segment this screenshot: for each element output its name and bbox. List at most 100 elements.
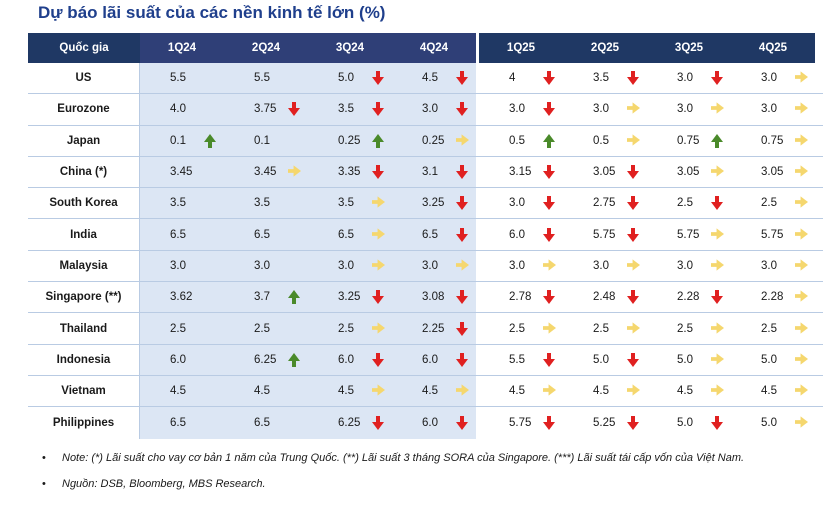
- note-item: • Note: (*) Lãi suất cho vay cơ bản 1 nă…: [42, 451, 822, 465]
- rate-value: 2.5: [677, 322, 693, 335]
- rate-value: 5.75: [593, 228, 616, 241]
- header-group-2025: 1Q25 2Q25 3Q25 4Q25: [479, 33, 815, 63]
- rate-value: 2.48: [593, 291, 616, 304]
- rate-value: 3.7: [254, 291, 270, 304]
- rate-cell: 3.0: [731, 63, 815, 93]
- rate-value: 4: [509, 72, 516, 85]
- rate-cell: 3.0: [563, 94, 647, 124]
- arrow-right-icon: [627, 134, 640, 148]
- arrow-right-icon: [795, 71, 808, 85]
- rate-value: 3.0: [677, 259, 693, 272]
- rate-cell: 5.25: [563, 407, 647, 438]
- rate-value: 2.5: [170, 322, 186, 335]
- table-row: Singapore (**) 3.62 3.7 3.25 3.08 2.78 2.48 2.2…: [28, 282, 823, 314]
- arrow-right-icon: [456, 384, 469, 398]
- arrow-down-icon: [543, 352, 555, 367]
- country-label: Thailand: [28, 313, 140, 344]
- rate-cell: 3.1: [392, 157, 476, 187]
- rate-cell: 0.25: [308, 126, 392, 156]
- rate-value: 5.0: [677, 353, 693, 366]
- rate-cell: 6.0: [392, 345, 476, 375]
- rate-cell: 2.75: [563, 188, 647, 218]
- rate-cell: 3.15: [479, 157, 563, 187]
- arrow-right-icon: [543, 259, 556, 273]
- block-2024: 0.1 0.1 0.25 0.25: [140, 125, 476, 156]
- arrow-down-icon: [543, 290, 555, 305]
- arrow-right-icon: [627, 384, 640, 398]
- rate-cell: 2.5: [479, 313, 563, 343]
- rate-value: 5.0: [761, 416, 777, 429]
- rate-cell: 5.75: [479, 407, 563, 438]
- rate-cell: 6.0: [140, 345, 224, 375]
- block-2024: 4.0 3.75 3.5 3.0: [140, 94, 476, 125]
- country-label: Malaysia: [28, 250, 140, 282]
- rate-value: 2.5: [677, 197, 693, 210]
- rate-value: 3.0: [422, 103, 438, 116]
- block-2024: 6.5 6.5 6.5 6.5: [140, 219, 476, 250]
- rate-cell: 5.75: [563, 219, 647, 249]
- arrow-right-icon: [795, 102, 808, 116]
- rate-cell: 3.75: [224, 94, 308, 124]
- rate-value: 3.5: [338, 197, 354, 210]
- rate-value: 0.1: [170, 134, 186, 147]
- rate-cell: 5.5: [479, 345, 563, 375]
- rate-cell: 0.5: [563, 126, 647, 156]
- arrow-down-icon: [627, 415, 639, 430]
- table-body: US 5.5 5.5 5.0 4.5 4 3.5 3.0 3.0 Eurozone 4.0 3.75 3…: [28, 63, 823, 439]
- rate-value: 0.1: [254, 134, 270, 147]
- arrow-down-icon: [627, 352, 639, 367]
- rate-value: 3.5: [338, 103, 354, 116]
- arrow-right-icon: [795, 353, 808, 367]
- arrow-down-icon: [456, 227, 468, 242]
- note-text: Note: (*) Lãi suất cho vay cơ bản 1 năm …: [62, 452, 745, 464]
- block-2024: 5.5 5.5 5.0 4.5: [140, 63, 476, 94]
- arrow-down-icon: [456, 352, 468, 367]
- block-2025: 5.5 5.0 5.0 5.0: [479, 344, 815, 375]
- arrow-down-icon: [456, 102, 468, 117]
- arrow-right-icon: [543, 321, 556, 336]
- arrow-right-icon: [795, 259, 808, 273]
- arrow-right-icon: [372, 321, 385, 336]
- rate-cell: 0.1: [140, 126, 224, 156]
- arrow-down-icon: [372, 415, 384, 430]
- rate-cell: 2.5: [731, 188, 815, 218]
- rate-value: 6.0: [338, 353, 354, 366]
- table-row: Eurozone 4.0 3.75 3.5 3.0 3.0 3.0 3.0 3.0: [28, 94, 823, 126]
- arrow-down-icon: [627, 227, 639, 242]
- rate-cell: 6.0: [479, 219, 563, 249]
- rate-cell: 2.5: [647, 188, 731, 218]
- rate-cell: 0.25: [392, 126, 476, 156]
- arrow-down-icon: [288, 102, 300, 117]
- rate-cell: 2.25: [392, 313, 476, 343]
- rate-cell: 6.0: [392, 407, 476, 438]
- rate-value: 3.1: [422, 166, 438, 179]
- rate-cell: 0.1: [224, 126, 308, 156]
- table-row: China (*) 3.45 3.45 3.35 3.1 3.15 3.05 3.05 3.05: [28, 156, 823, 189]
- rate-value: 3.35: [338, 166, 361, 179]
- rate-cell: 2.5: [731, 313, 815, 343]
- rate-value: 3.5: [593, 72, 609, 85]
- rate-value: 0.75: [677, 134, 700, 147]
- arrow-down-icon: [627, 71, 639, 86]
- arrow-right-icon: [795, 384, 808, 398]
- rate-value: 6.0: [422, 416, 438, 429]
- header-quarter: 1Q25: [506, 42, 536, 54]
- note-item: • Nguồn: DSB, Bloomberg, MBS Research.: [42, 477, 822, 491]
- rate-cell: 4: [479, 63, 563, 93]
- page-title: Dự báo lãi suất của các nền kinh tế lớn …: [38, 3, 386, 22]
- rate-value: 5.5: [509, 353, 525, 366]
- arrow-right-icon: [795, 134, 808, 148]
- rate-cell: 4.5: [392, 376, 476, 406]
- rate-cell: 5.5: [224, 63, 308, 93]
- rate-cell: 3.25: [392, 188, 476, 218]
- rate-value: 4.5: [254, 385, 270, 398]
- country-label: China (*): [28, 156, 140, 188]
- country-label: Japan: [28, 125, 140, 156]
- rate-value: 3.0: [509, 259, 525, 272]
- arrow-up-icon: [288, 290, 300, 305]
- rate-cell: 3.35: [308, 157, 392, 187]
- rate-cell: 3.05: [731, 157, 815, 187]
- rate-cell: 3.25: [308, 282, 392, 312]
- rate-cell: 0.75: [647, 126, 731, 156]
- rate-value: 3.25: [422, 197, 445, 210]
